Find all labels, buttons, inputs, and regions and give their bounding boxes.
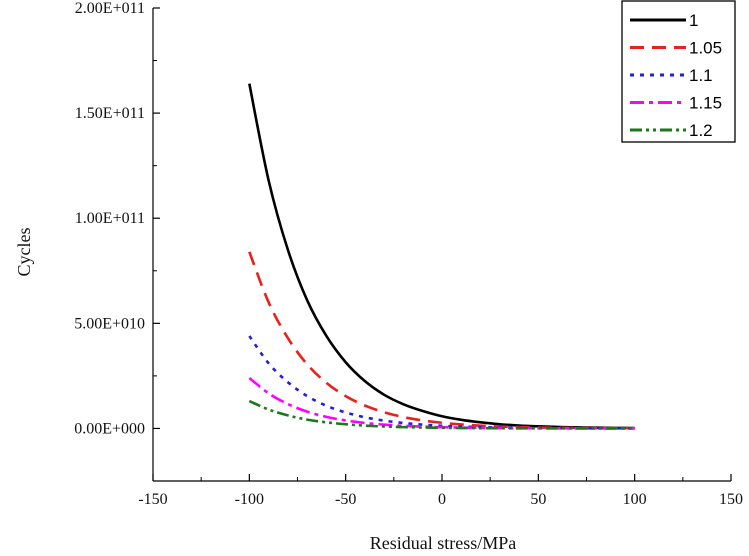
legend: 1 1.05 1.1 1.15 1.2	[621, 0, 736, 143]
x-tick-label: -100	[235, 491, 264, 508]
series-line-1-2	[248, 399, 635, 430]
legend-label: 1.2	[689, 121, 713, 140]
x-tick-label: -50	[335, 491, 356, 508]
series-lines	[248, 83, 635, 430]
legend-label: 1.1	[689, 66, 713, 85]
x-tick-label: -150	[138, 491, 167, 508]
y-tick-label: 1.50E+011	[75, 105, 145, 122]
y-tick-label: 5.00E+010	[74, 315, 145, 332]
y-axis-title: Cycles	[14, 228, 34, 277]
series-line-1	[248, 83, 635, 430]
legend-box	[621, 0, 736, 143]
y-tick-label: 1.00E+011	[75, 210, 145, 227]
series-line-1-1	[248, 335, 635, 430]
series-line-1-05	[248, 251, 635, 430]
legend-label: 1.05	[689, 39, 722, 58]
y-tick-label: 0.00E+000	[74, 420, 145, 437]
y-tick-label: 2.00E+011	[75, 0, 145, 17]
x-tick-label: 50	[530, 491, 546, 508]
x-tick-label: 100	[623, 491, 647, 508]
axes: 0.00E+000 5.00E+010 1.00E+011 1.50E+011 2.00…	[74, 0, 743, 508]
x-tick-label: 0	[438, 491, 446, 508]
x-tick-label: 150	[719, 491, 743, 508]
legend-label: 1	[689, 11, 698, 30]
legend-label: 1.15	[689, 94, 722, 113]
x-axis-title: Residual stress/MPa	[370, 533, 517, 553]
